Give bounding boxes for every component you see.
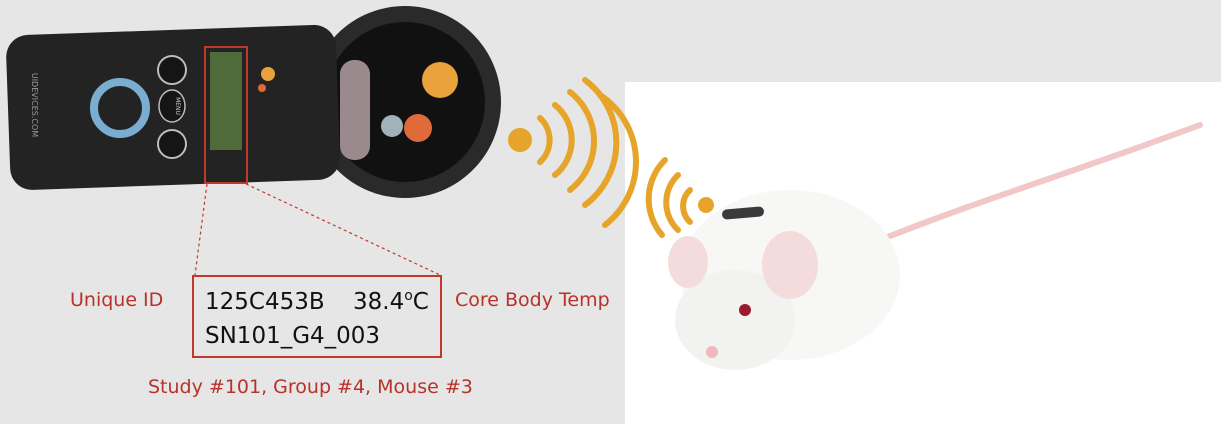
menu-label: MENU bbox=[174, 97, 181, 115]
mouse-ear bbox=[668, 236, 708, 288]
down-button bbox=[157, 129, 187, 159]
wave bbox=[552, 102, 575, 178]
temp-value: 38.4oC bbox=[353, 288, 429, 315]
signal-waves bbox=[508, 77, 714, 238]
up-button bbox=[157, 55, 187, 85]
temp-label: Core Body Temp bbox=[455, 289, 610, 311]
mouse-tail bbox=[877, 122, 1203, 243]
logo-letter bbox=[340, 60, 370, 160]
wave bbox=[680, 187, 693, 225]
id-value: 125C453B bbox=[205, 289, 325, 315]
lcd-screen bbox=[210, 52, 242, 150]
logo-dot bbox=[261, 67, 275, 81]
temp-degree: o bbox=[404, 288, 413, 304]
temp-unit: C bbox=[413, 289, 429, 315]
animal-code-caption: Study #101, Group #4, Mouse #3 bbox=[148, 376, 473, 398]
logo-dot bbox=[258, 84, 266, 92]
mouse-ear bbox=[762, 231, 818, 299]
logo-dot bbox=[422, 62, 458, 98]
menu-button bbox=[158, 89, 186, 123]
mouse-eye bbox=[739, 304, 751, 316]
logo-dot bbox=[404, 114, 432, 142]
wave bbox=[567, 89, 598, 193]
wave bbox=[537, 115, 553, 165]
wave bbox=[597, 92, 639, 228]
id-label: Unique ID bbox=[70, 289, 163, 311]
power-button bbox=[90, 78, 150, 138]
signal-source bbox=[508, 128, 532, 152]
mouse-nose bbox=[706, 346, 718, 358]
logo-dot bbox=[381, 115, 403, 137]
wave bbox=[663, 172, 681, 233]
implant-chip bbox=[722, 206, 764, 220]
brand-url: UIDEVICES.COM bbox=[30, 73, 39, 137]
mouse bbox=[668, 122, 1203, 370]
screen-highlight bbox=[204, 46, 248, 184]
wave bbox=[645, 157, 668, 238]
temp-number: 38.4 bbox=[353, 289, 404, 315]
mouse-head bbox=[675, 270, 795, 370]
signal-source bbox=[698, 197, 714, 213]
reader-device: MENU UIDEVICES.COM bbox=[6, 6, 501, 198]
readout-box bbox=[192, 275, 442, 358]
animal-code: SN101_G4_003 bbox=[205, 323, 380, 349]
